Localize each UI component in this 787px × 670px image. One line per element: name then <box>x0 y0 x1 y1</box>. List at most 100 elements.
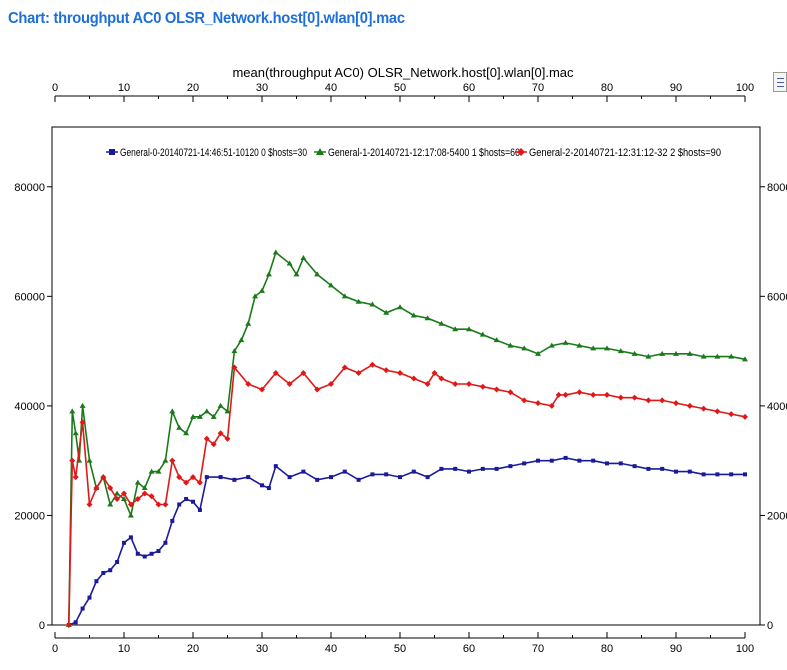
data-point <box>700 353 707 359</box>
data-point <box>410 375 417 382</box>
x-tick-label-bottom: 0 <box>52 643 58 655</box>
data-point <box>632 464 637 469</box>
data-point <box>342 469 347 474</box>
data-point <box>86 501 93 508</box>
legend-marker <box>316 148 324 155</box>
legend-item-1[interactable]: General-1-20140721-12:17:08-5400 1 $host… <box>314 147 520 159</box>
legend-label: General-1-20140721-12:17:08-5400 1 $host… <box>328 147 520 159</box>
legend-item-0[interactable]: General-0-20140721-14:46:51-10120 0 $hos… <box>106 147 307 159</box>
legend-marker <box>109 149 115 155</box>
data-point <box>507 389 514 396</box>
data-point <box>238 337 245 343</box>
data-point <box>508 464 513 469</box>
data-point <box>660 466 665 471</box>
data-point <box>398 475 402 480</box>
data-point <box>232 477 237 482</box>
y-tick-label-left: 60000 <box>14 291 45 303</box>
data-point <box>535 350 541 356</box>
y-tick-label-right: 20000 <box>767 510 787 522</box>
data-point <box>135 551 140 556</box>
data-point <box>141 485 148 491</box>
data-point <box>142 554 147 559</box>
x-tick-label-bottom: 90 <box>670 643 682 655</box>
data-point <box>645 397 652 404</box>
data-point <box>176 424 183 430</box>
data-point <box>156 549 161 554</box>
data-point <box>196 413 203 419</box>
data-point <box>617 394 624 401</box>
x-tick-label-top: 100 <box>736 82 754 94</box>
data-point <box>183 479 190 486</box>
data-point <box>439 466 444 471</box>
data-point <box>355 370 362 377</box>
data-point <box>714 408 721 415</box>
data-point <box>536 458 540 463</box>
data-point <box>686 350 693 356</box>
data-point <box>286 260 293 266</box>
data-point <box>659 397 666 404</box>
data-point <box>590 345 597 351</box>
data-point <box>203 435 210 442</box>
data-point <box>410 312 417 318</box>
data-point <box>80 606 85 611</box>
legend-item-2[interactable]: General-2-20140721-12:31:12-32 2 $hosts=… <box>515 147 721 159</box>
data-point <box>659 350 666 356</box>
x-tick-label-bottom: 80 <box>601 643 613 655</box>
data-point <box>210 441 217 448</box>
data-point <box>466 380 472 387</box>
data-point <box>100 474 107 481</box>
data-point <box>535 400 541 407</box>
data-point <box>729 472 734 477</box>
data-point <box>397 304 403 310</box>
data-point <box>548 342 555 348</box>
series-line-1 <box>68 251 746 626</box>
data-point <box>72 474 79 481</box>
x-tick-label-bottom: 70 <box>532 643 544 655</box>
data-point <box>743 472 747 477</box>
data-point <box>424 380 431 387</box>
x-tick-label-top: 10 <box>118 82 130 94</box>
data-point <box>65 622 72 628</box>
data-point <box>328 282 334 288</box>
data-point <box>93 485 100 492</box>
data-point <box>134 496 141 503</box>
data-point <box>431 370 438 377</box>
x-tick-label-top: 80 <box>601 82 613 94</box>
page-title: Chart: throughput AC0 OLSR_Network.host[… <box>8 10 405 27</box>
data-point <box>301 469 306 474</box>
data-point <box>383 367 390 374</box>
data-point <box>245 380 252 387</box>
data-point <box>128 535 133 540</box>
x-tick-label-top: 20 <box>187 82 199 94</box>
data-point <box>370 472 375 477</box>
data-point <box>259 287 265 293</box>
data-point <box>196 479 203 486</box>
data-point <box>170 518 175 523</box>
legend-marker <box>517 148 525 156</box>
x-tick-label-top: 50 <box>394 82 406 94</box>
data-point <box>604 345 610 351</box>
data-point <box>231 348 238 354</box>
data-point <box>700 405 707 412</box>
data-point <box>155 501 162 508</box>
data-point <box>300 254 307 260</box>
x-tick-label-top: 0 <box>52 82 58 94</box>
data-point <box>162 457 169 463</box>
data-point <box>356 477 361 482</box>
data-point <box>425 475 430 480</box>
data-point <box>555 391 562 398</box>
data-point <box>101 570 106 575</box>
series-1 <box>65 249 748 627</box>
data-point <box>591 458 596 463</box>
data-point <box>341 364 348 371</box>
data-point <box>224 435 231 442</box>
data-point <box>686 402 693 409</box>
data-point <box>452 380 459 387</box>
x-tick-label-top: 70 <box>532 82 544 94</box>
data-point <box>272 370 279 377</box>
data-point <box>259 386 265 393</box>
data-point <box>273 464 278 469</box>
data-point <box>121 496 127 502</box>
data-point <box>618 461 623 466</box>
data-point <box>127 512 134 518</box>
